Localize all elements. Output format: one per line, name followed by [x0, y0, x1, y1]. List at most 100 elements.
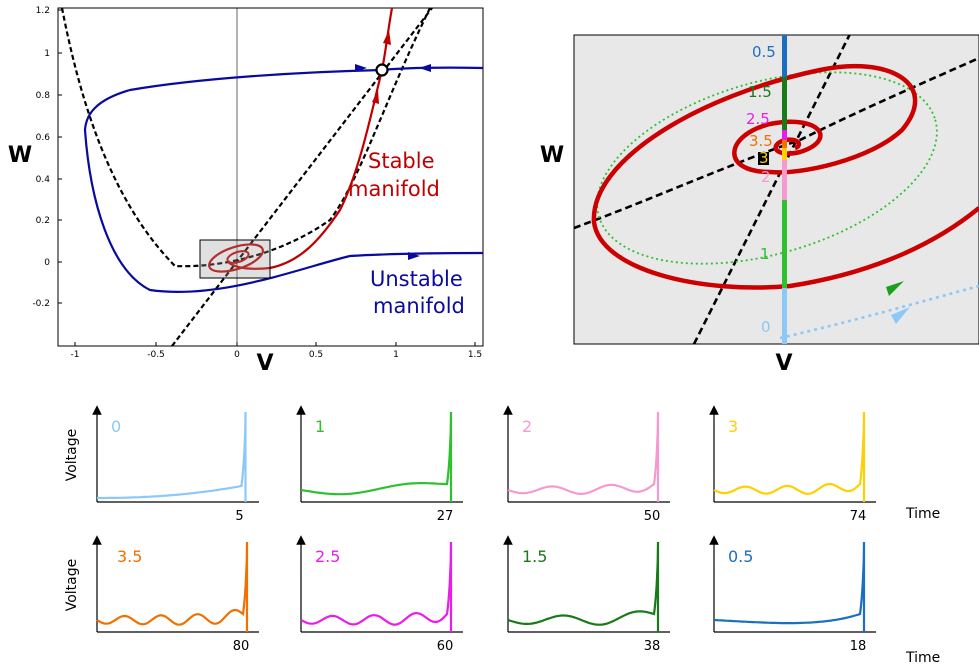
blue-dotted-trajectory [779, 284, 979, 340]
marker-3.5: 3.5 [749, 132, 773, 150]
marker-1.5: 1.5 [748, 83, 772, 101]
stable-spiral-inner [226, 250, 250, 264]
phase-plane-frame [57, 7, 484, 347]
trace-end-time: 60 [437, 639, 454, 654]
stable-arrow-mid [372, 90, 379, 104]
voltage-trace [507, 411, 660, 502]
segment-0 [782, 288, 787, 344]
trace-panel: 0.5 18 [709, 535, 876, 654]
voltage-axis-label: Voltage [64, 429, 80, 482]
trace-panel: 05 [92, 405, 259, 524]
zoom-linear-nullcline [692, 35, 851, 344]
trace-panel: 2.5 60 [296, 535, 463, 654]
voltage-axis-label: Voltage [64, 559, 80, 612]
x-tick-label: 1.5 [468, 350, 482, 360]
voltage-traces: 051272503743.5802.5601.5380.518VoltageVo… [64, 405, 940, 666]
segment-3.5 [782, 140, 787, 148]
y-tick-label: 0.6 [36, 133, 51, 143]
arrow-right-upper [419, 64, 431, 72]
stable-spiral-outer [208, 243, 264, 273]
trace-panel: 3 74 [709, 405, 876, 524]
green-dotted-orbit [596, 71, 938, 265]
zoom-cubic-nullcline [574, 56, 979, 230]
green-arrow [886, 281, 904, 296]
x-tick-label: -1 [71, 350, 80, 360]
marker-3: 3 [759, 149, 769, 167]
arrow-right-lower [408, 252, 420, 260]
nullclines [60, 7, 433, 347]
saddle-point [375, 63, 389, 77]
left-y-label: W [8, 143, 32, 168]
trace-end-time: 38 [644, 639, 661, 654]
voltage-trace [713, 411, 866, 502]
time-axis-label: Time [905, 506, 940, 522]
phase-plane-ticks: -1 -0.5 0 0.5 1 1.5 1.2 1 0.8 0.6 0.4 0.2 0 -0.2 [32, 6, 482, 360]
y-tick-label: 1 [44, 49, 50, 59]
stable-label-2: manifold [348, 177, 440, 201]
segment-2.5 [782, 130, 787, 140]
unstable-manifold [83, 64, 484, 294]
stable-label-1: Stable [368, 149, 435, 173]
x-tick-label: -0.5 [147, 350, 165, 360]
trace-end-time: 74 [850, 509, 867, 524]
voltage-trace [300, 541, 453, 632]
trace-panel: 1.5 38 [503, 535, 670, 654]
x-tick-label: 0 [234, 350, 240, 360]
stable-fixed-point [758, 152, 769, 165]
trace-end-time: 80 [233, 639, 250, 654]
trace-label: 1 [315, 417, 325, 436]
right-y-label: W [540, 143, 564, 168]
left-x-label: V [256, 351, 273, 376]
zoom-box [199, 239, 271, 279]
unstable-label-2: manifold [373, 294, 465, 318]
stable-manifold-curve [227, 7, 394, 270]
trace-label: 1.5 [522, 547, 547, 566]
y-tick-label: 0.8 [36, 91, 51, 101]
segment-3 [782, 148, 787, 160]
y-tick-label: 1.2 [36, 6, 50, 16]
trace-label: 2.5 [315, 547, 340, 566]
y-tick-label: 0.4 [36, 175, 51, 185]
x-tick-label: 0.5 [309, 350, 323, 360]
red-spiral-trajectory [591, 63, 979, 290]
zoom-panel: 0.5 1.5 2.5 3.5 3 2 1 0 V W [540, 34, 979, 376]
trace-label: 3 [728, 417, 738, 436]
segment-0.5 [782, 35, 787, 77]
segment-1 [782, 200, 787, 288]
voltage-trace [300, 411, 453, 502]
trace-end-time: 50 [644, 509, 661, 524]
trace-end-time: 18 [850, 639, 867, 654]
unstable-label-1: Unstable [370, 267, 463, 291]
trace-label: 2 [522, 417, 532, 436]
trace-end-time: 27 [437, 509, 454, 524]
y-tick-label: -0.2 [32, 299, 50, 309]
trace-label: 0.5 [728, 547, 753, 566]
trace-label: 3.5 [117, 547, 142, 566]
blue-arrow [891, 307, 910, 324]
linear-w-nullcline [171, 7, 433, 347]
segment-1.5 [782, 77, 787, 130]
time-axis-label: Time [905, 650, 940, 666]
x-tick-label: 1 [393, 350, 399, 360]
voltage-trace [97, 411, 247, 502]
voltage-trace [507, 541, 660, 632]
trace-end-time: 5 [235, 509, 243, 524]
y-tick-label: 0.2 [36, 216, 50, 226]
trace-panel: 3.5 80 [92, 535, 259, 654]
segment-2 [782, 160, 787, 200]
phase-plane-panel: -1 -0.5 0 0.5 1 1.5 1.2 1 0.8 0.6 0.4 0.2 0 -0.2 Stab… [8, 6, 484, 376]
trace-panel: 1 27 [296, 405, 463, 524]
trace-label: 0 [111, 417, 121, 436]
arrow-left-upper [355, 64, 367, 72]
voltage-trace [713, 541, 866, 632]
right-x-label: V [775, 351, 792, 376]
y-tick-label: 0 [44, 258, 50, 268]
marker-0.5: 0.5 [752, 43, 776, 61]
stable-arrow-top [383, 30, 391, 45]
marker-2.5: 2.5 [746, 110, 770, 128]
marker-2: 2 [761, 168, 771, 186]
unstable-manifold-curve [83, 66, 484, 294]
voltage-trace [96, 541, 249, 632]
marker-1: 1 [760, 245, 770, 263]
